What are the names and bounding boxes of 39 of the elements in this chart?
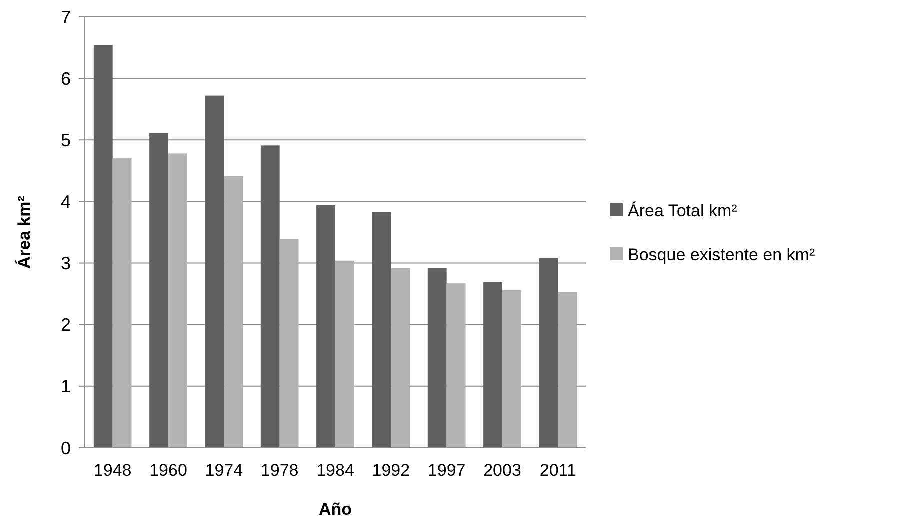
bar <box>205 96 224 448</box>
bar <box>391 268 410 448</box>
bar <box>280 239 299 448</box>
legend-label: Bosque existente en km² <box>628 245 816 264</box>
y-axis-title: Área km² <box>14 196 34 269</box>
bar <box>428 268 447 448</box>
bar <box>94 45 113 448</box>
y-tick-label: 7 <box>60 7 71 28</box>
x-tick-label: 1984 <box>316 461 354 480</box>
bar <box>260 146 280 448</box>
bar <box>168 154 188 448</box>
bar <box>558 292 578 448</box>
x-tick-label: 2011 <box>540 461 576 480</box>
bar <box>502 290 522 448</box>
x-tick-label: 1948 <box>94 461 132 480</box>
bar <box>316 205 336 448</box>
x-tick-label: 1992 <box>372 461 410 480</box>
y-tick-label: 2 <box>60 315 71 336</box>
bar <box>112 158 132 448</box>
x-tick-label: 1974 <box>205 461 244 480</box>
bar <box>539 258 558 448</box>
y-tick-label: 5 <box>60 130 71 150</box>
y-tick-label: 1 <box>60 376 71 397</box>
x-tick-label: 1978 <box>260 461 299 480</box>
x-tick-label: 1997 <box>428 461 466 480</box>
bar <box>224 176 244 448</box>
bar <box>446 284 466 448</box>
legend-label: Área Total km² <box>628 201 738 220</box>
bar <box>372 212 392 448</box>
x-tick-label: 1960 <box>150 461 188 480</box>
y-tick-label: 3 <box>60 254 71 274</box>
bar <box>336 260 354 448</box>
x-axis-title: Año <box>318 500 352 519</box>
x-tick-label: 2003 <box>484 461 522 480</box>
bar <box>150 133 168 448</box>
y-tick-label: 6 <box>60 68 71 89</box>
bar <box>484 282 502 448</box>
y-tick-label: 0 <box>60 438 71 458</box>
y-tick-label: 4 <box>60 192 71 212</box>
